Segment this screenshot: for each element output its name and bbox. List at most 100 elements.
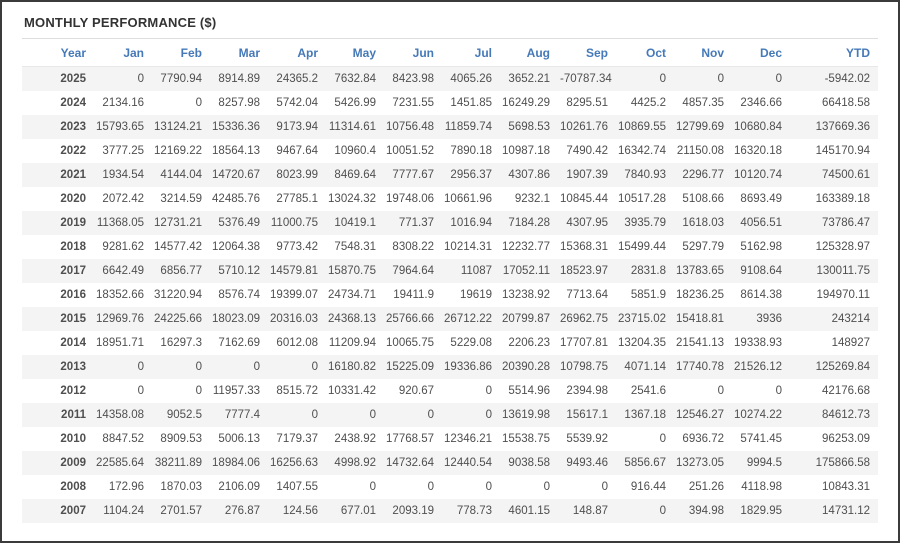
table-header-row: Year Jan Feb Mar Apr May Jun Jul Aug Sep Oct Nov Dec… — [22, 39, 878, 67]
value-cell: 13783.65 — [676, 264, 724, 277]
value-cell: 16249.29 — [502, 96, 550, 109]
value-cell: 5297.79 — [682, 240, 724, 253]
value-cell: 15870.75 — [328, 264, 376, 277]
value-cell: 5514.96 — [508, 384, 550, 397]
value-cell: 23715.02 — [618, 312, 666, 325]
value-cell: 677.01 — [340, 504, 376, 517]
table-body: 2025 0 7790.94 8914.89 24365.2 7632.84 8423.98… — [22, 66, 878, 523]
value-cell: 17740.78 — [676, 360, 724, 373]
value-cell: 172.96 — [108, 480, 144, 493]
value-cell: 5426.99 — [334, 96, 376, 109]
value-cell: 2541.6 — [630, 384, 666, 397]
value-cell: 31220.94 — [154, 288, 202, 301]
value-cell: 3652.21 — [508, 72, 550, 85]
value-cell: 5162.98 — [740, 240, 782, 253]
value-cell: 16180.82 — [328, 360, 376, 373]
table-row: 2007 1104.24 2701.57 276.87 124.56 677.01 2093… — [22, 498, 878, 523]
value-cell: 10517.28 — [618, 192, 666, 205]
table-row: 2010 8847.52 8909.53 5006.13 7179.37 2438.92 1… — [22, 427, 878, 451]
year-cell: 2023 — [60, 120, 86, 133]
value-cell: 9281.62 — [102, 240, 144, 253]
value-cell: 15499.44 — [618, 240, 666, 253]
table-row: 2015 12969.76 24225.66 18023.09 20316.03 2436… — [22, 306, 878, 331]
value-cell: 1451.85 — [450, 96, 492, 109]
value-cell: 0 — [775, 384, 782, 397]
value-cell: 12799.69 — [676, 120, 724, 133]
value-cell: 0 — [427, 408, 434, 421]
value-cell: 24734.71 — [328, 288, 376, 301]
value-cell: 0 — [369, 480, 376, 493]
value-cell: 15336.36 — [212, 120, 260, 133]
value-cell: 25766.66 — [386, 312, 434, 325]
value-cell: 13619.98 — [502, 408, 550, 421]
value-cell: 14358.08 — [96, 408, 144, 421]
value-cell: 7777.67 — [392, 168, 434, 181]
value-cell: 8847.52 — [102, 432, 144, 445]
column-header-ytd: YTD — [790, 39, 878, 67]
value-cell: 7179.37 — [276, 432, 318, 445]
value-cell: 10960.4 — [334, 144, 376, 157]
value-cell: 7548.31 — [334, 240, 376, 253]
value-cell: 5539.92 — [566, 432, 608, 445]
title-divider — [22, 38, 878, 39]
value-cell: 73786.47 — [822, 216, 870, 229]
value-cell: 9052.5 — [166, 408, 202, 421]
value-cell: 145170.94 — [815, 144, 870, 157]
value-cell: 0 — [659, 432, 666, 445]
value-cell: 13124.21 — [154, 120, 202, 133]
value-cell: -5942.02 — [824, 72, 870, 85]
column-header-year: Year — [22, 39, 94, 67]
year-cell: 2014 — [60, 336, 86, 349]
value-cell: 16320.18 — [734, 144, 782, 157]
value-cell: 2346.66 — [740, 96, 782, 109]
value-cell: 194970.11 — [816, 288, 870, 301]
value-cell: 1870.03 — [160, 480, 202, 493]
value-cell: 11368.05 — [96, 216, 144, 229]
year-cell: 2015 — [60, 312, 86, 325]
value-cell: 1016.94 — [450, 216, 492, 229]
value-cell: 8308.22 — [392, 240, 434, 253]
table-row: 2020 2072.42 3214.59 42485.76 27785.1 13024.3… — [22, 187, 878, 211]
value-cell: 7632.84 — [334, 72, 376, 85]
value-cell: 19399.07 — [270, 288, 318, 301]
value-cell: 0 — [543, 480, 550, 493]
value-cell: 12440.54 — [444, 456, 492, 469]
value-cell: 12969.76 — [96, 312, 144, 325]
value-cell: 10680.84 — [734, 120, 782, 133]
value-cell: 0 — [137, 360, 144, 373]
value-cell: 10214.31 — [444, 240, 492, 253]
value-cell: 14577.42 — [154, 240, 202, 253]
value-cell: 15418.81 — [676, 312, 724, 325]
value-cell: 6936.72 — [682, 432, 724, 445]
value-cell: 1407.55 — [276, 480, 318, 493]
value-cell: 5006.13 — [218, 432, 260, 445]
value-cell: 14579.81 — [270, 264, 318, 277]
value-cell: -70787.34 — [560, 72, 612, 85]
table-row: 2016 18352.66 31220.94 8576.74 19399.07 24734… — [22, 283, 878, 307]
table-row: 2022 3777.25 12169.22 18564.13 9467.64 10960.… — [22, 139, 878, 163]
year-cell: 2007 — [60, 504, 86, 517]
value-cell: 10331.42 — [328, 384, 376, 397]
value-cell: 19411.9 — [393, 288, 434, 301]
value-cell: 1829.95 — [740, 504, 782, 517]
value-cell: 10261.76 — [560, 120, 608, 133]
value-cell: 771.37 — [398, 216, 434, 229]
column-header-aug: Aug — [500, 39, 558, 67]
value-cell: 2206.23 — [508, 336, 550, 349]
value-cell: 10419.1 — [334, 216, 376, 229]
value-cell: 4071.14 — [624, 360, 666, 373]
value-cell: 124.56 — [282, 504, 318, 517]
value-cell: 9773.42 — [276, 240, 318, 253]
year-cell: 2012 — [60, 384, 86, 397]
value-cell: 3935.79 — [624, 216, 666, 229]
value-cell: 4998.92 — [334, 456, 376, 469]
value-cell: 778.73 — [456, 504, 492, 517]
value-cell: 2394.98 — [566, 384, 608, 397]
year-cell: 2024 — [60, 96, 86, 109]
value-cell: 4056.51 — [740, 216, 782, 229]
value-cell: 27785.1 — [276, 192, 318, 205]
value-cell: 243214 — [831, 312, 870, 325]
value-cell: 2831.8 — [630, 264, 666, 277]
value-cell: 8023.99 — [276, 168, 318, 181]
value-cell: 13204.35 — [618, 336, 666, 349]
